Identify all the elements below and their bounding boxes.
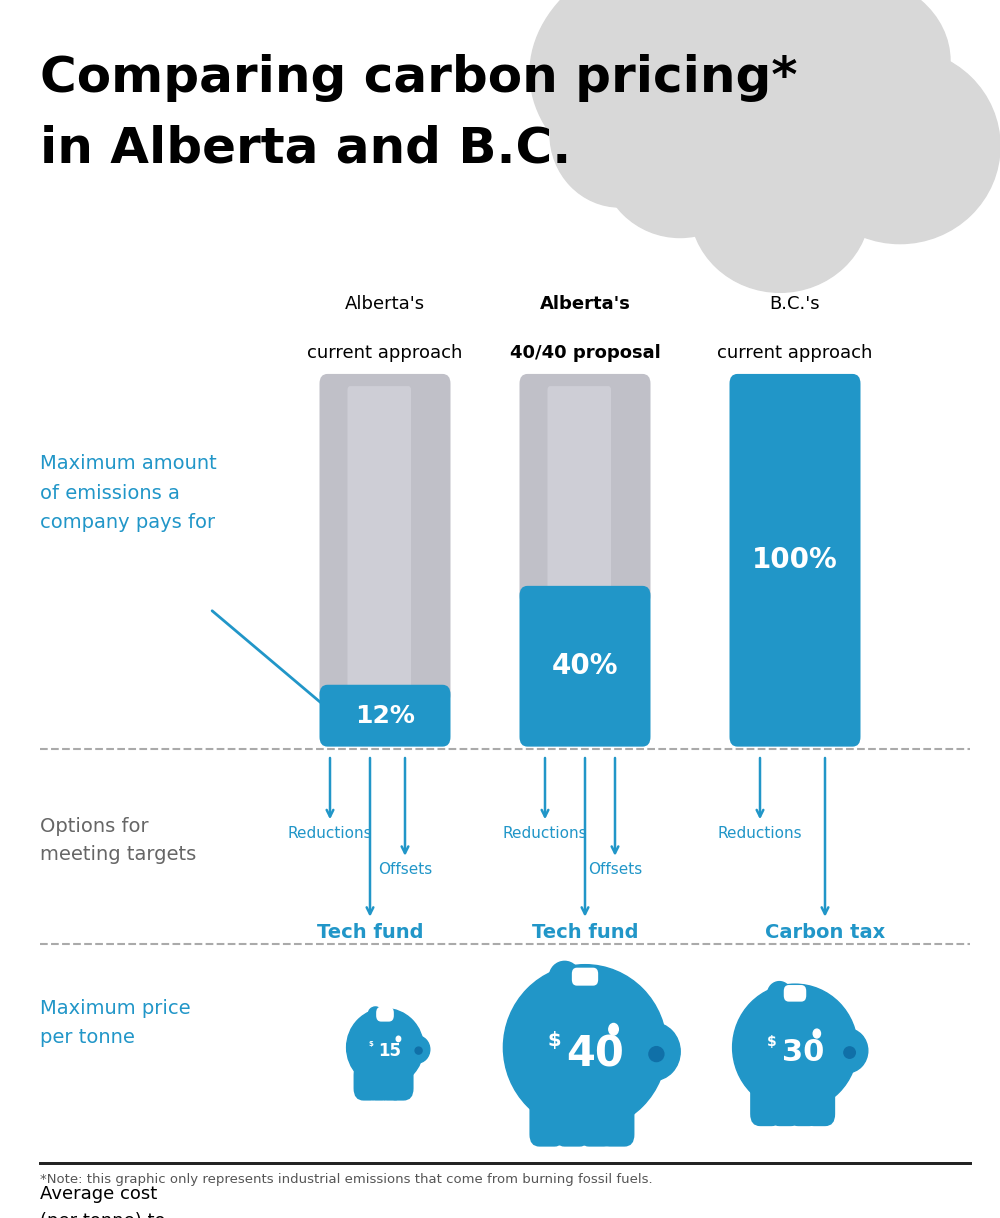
Text: *Note: this graphic only represents industrial emissions that come from burning : *Note: this graphic only represents indu… bbox=[40, 1173, 653, 1186]
Text: current approach: current approach bbox=[307, 343, 463, 362]
Ellipse shape bbox=[826, 1028, 868, 1073]
Ellipse shape bbox=[347, 1009, 423, 1086]
Text: 40/40 proposal: 40/40 proposal bbox=[510, 343, 660, 362]
Text: 12%: 12% bbox=[355, 704, 415, 727]
Text: Tech fund: Tech fund bbox=[317, 923, 423, 943]
Ellipse shape bbox=[600, 79, 760, 238]
Ellipse shape bbox=[503, 965, 667, 1130]
Ellipse shape bbox=[640, 0, 860, 110]
FancyBboxPatch shape bbox=[320, 374, 450, 704]
FancyBboxPatch shape bbox=[769, 1079, 801, 1127]
Text: Reductions: Reductions bbox=[503, 826, 587, 840]
Ellipse shape bbox=[404, 1035, 430, 1063]
FancyBboxPatch shape bbox=[387, 1062, 414, 1101]
FancyBboxPatch shape bbox=[365, 1062, 392, 1101]
FancyBboxPatch shape bbox=[520, 374, 650, 605]
Ellipse shape bbox=[680, 0, 960, 219]
Text: 15: 15 bbox=[378, 1041, 401, 1060]
FancyBboxPatch shape bbox=[354, 1062, 381, 1101]
Ellipse shape bbox=[550, 61, 690, 207]
FancyBboxPatch shape bbox=[348, 386, 411, 692]
Text: Reductions: Reductions bbox=[718, 826, 802, 840]
Text: Comparing carbon pricing*: Comparing carbon pricing* bbox=[40, 54, 798, 101]
Text: $: $ bbox=[767, 1035, 776, 1050]
Text: 100%: 100% bbox=[752, 547, 838, 574]
Text: in Alberta and B.C.: in Alberta and B.C. bbox=[40, 124, 571, 172]
Ellipse shape bbox=[396, 1037, 401, 1041]
Ellipse shape bbox=[530, 0, 910, 207]
Text: 40: 40 bbox=[566, 1033, 624, 1075]
FancyBboxPatch shape bbox=[377, 1062, 404, 1101]
Text: current approach: current approach bbox=[717, 343, 873, 362]
FancyBboxPatch shape bbox=[548, 386, 611, 593]
Text: Alberta's: Alberta's bbox=[345, 295, 425, 313]
Ellipse shape bbox=[733, 984, 857, 1111]
Text: Reductions: Reductions bbox=[288, 826, 372, 840]
FancyBboxPatch shape bbox=[520, 586, 650, 747]
Ellipse shape bbox=[813, 1029, 820, 1038]
Ellipse shape bbox=[750, 0, 950, 146]
Text: Options for
meeting targets: Options for meeting targets bbox=[40, 817, 196, 864]
Ellipse shape bbox=[540, 0, 760, 183]
Text: Offsets: Offsets bbox=[378, 862, 432, 877]
Text: B.C.'s: B.C.'s bbox=[770, 295, 820, 313]
Ellipse shape bbox=[368, 1007, 383, 1022]
Text: $: $ bbox=[548, 1032, 561, 1050]
Ellipse shape bbox=[549, 961, 580, 993]
Ellipse shape bbox=[844, 1046, 855, 1058]
Text: 30: 30 bbox=[782, 1038, 824, 1067]
FancyBboxPatch shape bbox=[555, 1094, 590, 1146]
Text: $: $ bbox=[368, 1041, 373, 1047]
FancyBboxPatch shape bbox=[784, 985, 806, 1001]
Text: 40%: 40% bbox=[552, 653, 618, 680]
FancyBboxPatch shape bbox=[579, 1094, 614, 1146]
FancyBboxPatch shape bbox=[804, 1079, 835, 1127]
FancyBboxPatch shape bbox=[788, 1079, 820, 1127]
Ellipse shape bbox=[649, 1046, 664, 1062]
Ellipse shape bbox=[800, 49, 1000, 244]
Text: Maximum amount
of emissions a
company pays for: Maximum amount of emissions a company pa… bbox=[40, 454, 217, 532]
FancyBboxPatch shape bbox=[320, 685, 450, 747]
Text: Carbon tax: Carbon tax bbox=[765, 923, 885, 943]
Text: Tech fund: Tech fund bbox=[532, 923, 638, 943]
FancyBboxPatch shape bbox=[599, 1094, 634, 1146]
FancyBboxPatch shape bbox=[376, 1007, 394, 1022]
Ellipse shape bbox=[626, 1023, 680, 1080]
FancyBboxPatch shape bbox=[572, 967, 598, 985]
FancyBboxPatch shape bbox=[750, 1079, 782, 1127]
Ellipse shape bbox=[690, 122, 870, 292]
FancyBboxPatch shape bbox=[730, 374, 860, 747]
Text: Maximum price
per tonne: Maximum price per tonne bbox=[40, 999, 191, 1047]
Text: Alberta's: Alberta's bbox=[540, 295, 630, 313]
Ellipse shape bbox=[768, 982, 791, 1006]
Ellipse shape bbox=[415, 1047, 422, 1054]
Ellipse shape bbox=[609, 1023, 618, 1035]
Text: Offsets: Offsets bbox=[588, 862, 642, 877]
FancyBboxPatch shape bbox=[529, 1094, 564, 1146]
Text: Average cost
(per tonne) to
companies to meet
emissions target: Average cost (per tonne) to companies to… bbox=[40, 1185, 214, 1218]
